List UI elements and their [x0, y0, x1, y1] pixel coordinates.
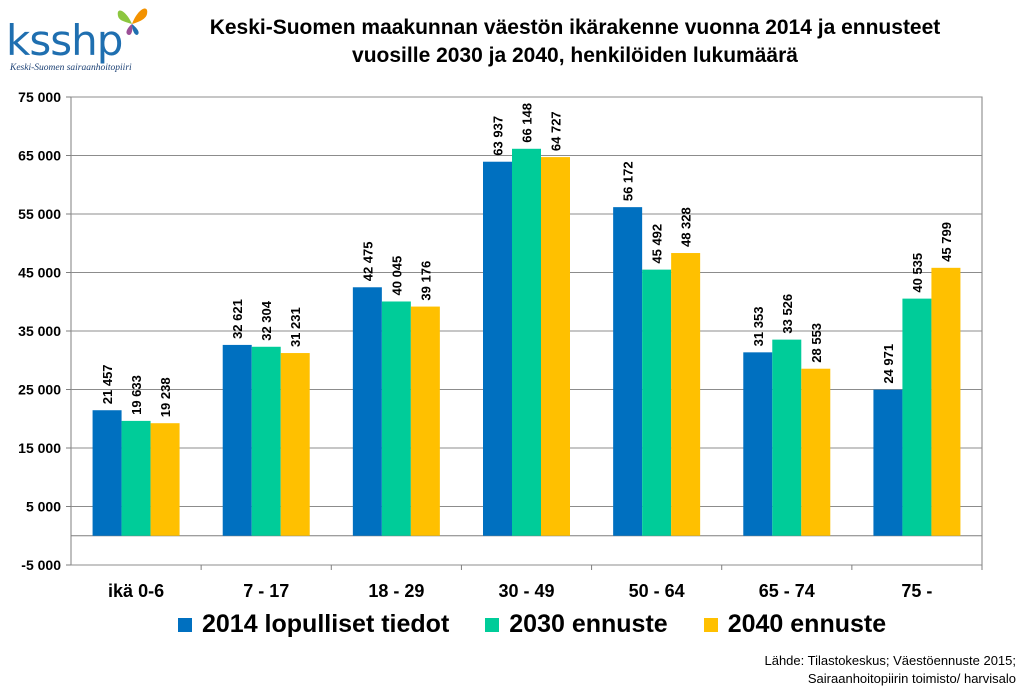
butterfly-icon: [117, 8, 148, 35]
data-label: 33 526: [780, 294, 795, 334]
data-label: 40 535: [910, 253, 925, 293]
legend-swatch-2014: [178, 617, 192, 632]
data-label: 56 172: [621, 161, 636, 201]
x-tick-label: ikä 0-6: [108, 581, 164, 601]
x-tick-label: 18 - 29: [368, 581, 424, 601]
chart-legend: 2014 lopulliset tiedot 2030 ennuste 2040…: [178, 610, 922, 639]
legend-item-2040: 2040 ennuste: [703, 610, 887, 639]
y-tick-label: 55 000: [18, 206, 61, 222]
bar: [801, 368, 831, 536]
legend-label-2014: 2014 lopulliset tiedot: [202, 610, 450, 638]
bar: [613, 207, 643, 536]
bar: [121, 420, 151, 536]
data-label: 32 304: [259, 300, 274, 341]
data-label: 21 457: [100, 364, 115, 404]
data-label: 63 937: [491, 116, 506, 156]
y-tick-label: -5 000: [21, 557, 61, 573]
bar: [483, 161, 512, 536]
data-label: 19 633: [129, 375, 144, 415]
data-label: 40 045: [389, 256, 404, 296]
bar: [150, 423, 180, 536]
y-tick-label: 5 000: [26, 499, 61, 515]
bar: [410, 306, 440, 536]
legend-item-2014: 2014 lopulliset tiedot: [178, 610, 449, 639]
data-label: 48 328: [679, 207, 694, 247]
ksshp-logo: ksshp Keski-Suomen sairaanhoitopiiri: [4, 2, 154, 77]
source-line-2: Sairaanhoitopiirin toimisto/ harvisalo: [807, 671, 1016, 686]
legend-swatch-2030: [485, 617, 500, 632]
bar: [902, 298, 932, 536]
bar: [772, 339, 802, 536]
data-label: 31 231: [288, 307, 303, 347]
legend-label-2030: 2030 ennuste: [509, 610, 668, 638]
bar: [222, 344, 252, 536]
bar: [92, 410, 122, 536]
bar: [931, 267, 961, 536]
bar: [512, 148, 541, 536]
bar: [280, 353, 310, 536]
bar: [671, 253, 701, 536]
y-tick-label: 75 000: [18, 89, 61, 105]
data-label: 45 799: [939, 222, 954, 262]
y-tick-label: 65 000: [18, 148, 61, 164]
legend-swatch-2040: [703, 617, 718, 632]
data-label: 66 148: [520, 103, 535, 143]
chart-title: Keski-Suomen maakunnan väestön ikärakenn…: [160, 14, 990, 70]
chart-title-line-1: Keski-Suomen maakunnan väestön ikärakenn…: [209, 16, 941, 39]
data-label: 39 176: [418, 261, 433, 301]
data-label: 28 553: [809, 323, 824, 363]
data-label: 45 492: [650, 224, 665, 264]
data-label: 19 238: [158, 377, 173, 417]
x-tick-label: 75 -: [901, 581, 932, 601]
data-label: 64 727: [549, 111, 564, 151]
logo-wordmark: ksshp: [6, 16, 123, 65]
data-label: 32 621: [230, 299, 245, 339]
bar: [251, 346, 281, 536]
x-tick-label: 65 - 74: [759, 581, 815, 601]
x-tick-label: 30 - 49: [498, 581, 554, 601]
bar: [743, 352, 773, 536]
data-label: 42 475: [360, 242, 375, 282]
data-label: 24 971: [881, 344, 896, 384]
chart-title-line-2: vuosille 2030 ja 2040, henkilöiden lukum…: [352, 44, 798, 67]
legend-label-2040: 2040 ennuste: [727, 610, 887, 638]
bar: [541, 157, 570, 536]
bar: [352, 287, 382, 536]
x-tick-label: 7 - 17: [243, 581, 289, 601]
x-tick-label: 50 - 64: [629, 581, 685, 601]
y-tick-label: 15 000: [18, 440, 61, 456]
data-label: 31 353: [751, 307, 766, 347]
y-tick-label: 35 000: [18, 323, 61, 339]
y-tick-label: 25 000: [18, 382, 61, 398]
source-note: Lähde: Tilastokeskus; Väestöennuste 2015…: [764, 652, 1016, 688]
bar: [381, 301, 411, 536]
source-line-1: Lähde: Tilastokeskus; Väestöennuste 2015…: [764, 653, 1016, 668]
y-tick-label: 45 000: [18, 265, 61, 281]
logo-subtitle: Keski-Suomen sairaanhoitopiiri: [10, 63, 132, 73]
legend-item-2030: 2030 ennuste: [485, 610, 668, 639]
bar: [873, 389, 903, 536]
bar: [642, 269, 672, 536]
